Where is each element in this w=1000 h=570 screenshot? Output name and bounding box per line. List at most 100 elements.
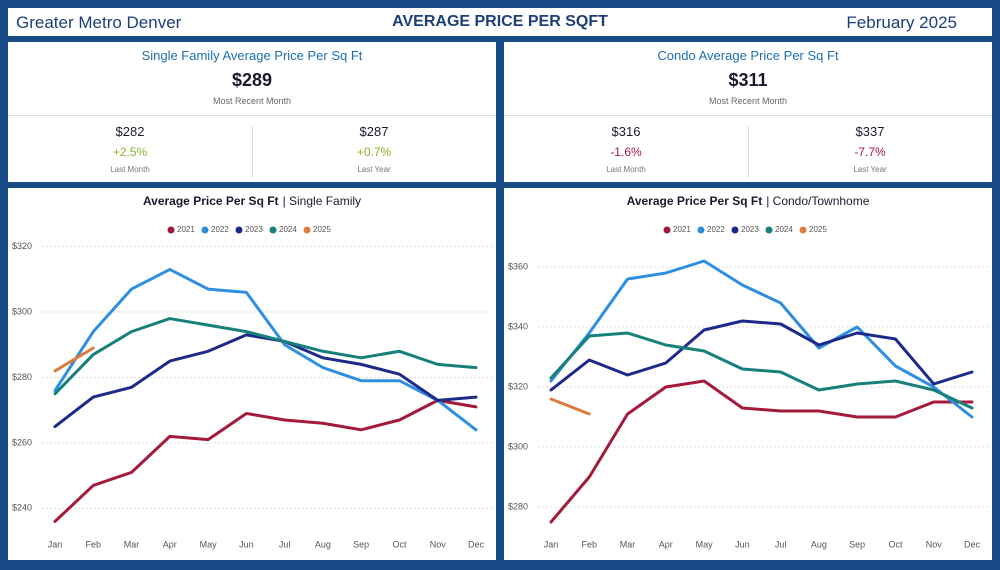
comparison-change: -1.6% xyxy=(610,145,642,159)
page-title: AVERAGE PRICE PER SQFT xyxy=(392,13,608,30)
line xyxy=(53,267,478,432)
y-tick-label: $280 xyxy=(508,501,528,511)
kpi-card: Condo Average Price Per Sq Ft $311 Most Re… xyxy=(504,42,992,182)
separator xyxy=(8,115,496,116)
x-tick-label: Mar xyxy=(620,539,636,549)
legend-label: 2023 xyxy=(245,225,263,234)
divider xyxy=(252,126,253,178)
comparison-label: Last Year xyxy=(357,165,391,174)
kpi-subtitle: Most Recent Month xyxy=(708,96,788,106)
line xyxy=(53,317,478,396)
comparison: $282 +2.5% Last Month xyxy=(8,122,252,174)
kpi-value: $311 xyxy=(728,70,768,90)
legend-swatch xyxy=(697,226,705,234)
legend-swatch xyxy=(167,226,175,234)
header: Greater Metro Denver AVERAGE PRICE PER S… xyxy=(8,8,992,36)
line xyxy=(549,379,974,524)
legend-swatch xyxy=(235,226,243,234)
comparison: $337 -7.7% Last Year xyxy=(748,122,992,174)
y-tick-label: $360 xyxy=(508,261,528,271)
chart-title: Average Price Per Sq Ft | Condo/Townhome xyxy=(627,194,870,208)
x-tick-label: Nov xyxy=(430,539,447,549)
chart: Average Price Per Sq Ft | Single Family 20… xyxy=(12,194,492,549)
legend-swatch xyxy=(303,226,311,234)
legend-swatch xyxy=(765,226,773,234)
legend-label: 2024 xyxy=(775,225,793,234)
line xyxy=(53,398,478,523)
y-tick-label: $240 xyxy=(12,503,32,513)
x-tick-label: Oct xyxy=(392,539,407,549)
x-tick-label: May xyxy=(200,539,218,549)
x-tick-label: Dec xyxy=(468,539,485,549)
comparison-label: Last Month xyxy=(606,165,646,174)
legend-label: 2025 xyxy=(313,225,331,234)
legend-label: 2022 xyxy=(707,225,725,234)
chart: Average Price Per Sq Ft | Condo/Townhome 2… xyxy=(508,194,988,549)
legend-label: 2021 xyxy=(673,225,691,234)
x-tick-label: Sep xyxy=(849,539,865,549)
legend-label: 2022 xyxy=(211,225,229,234)
comparison: $316 -1.6% Last Month xyxy=(504,122,748,174)
x-tick-label: Aug xyxy=(315,539,331,549)
y-tick-label: $260 xyxy=(12,437,32,447)
comparison-change: +2.5% xyxy=(112,145,148,159)
legend-swatch xyxy=(201,226,209,234)
legend-swatch xyxy=(269,226,277,234)
legend-label: 2023 xyxy=(741,225,759,234)
comparison: $287 +0.7% Last Year xyxy=(252,122,496,174)
comparison-value: $337 xyxy=(855,124,885,139)
line xyxy=(549,331,974,410)
legend-swatch xyxy=(663,226,671,234)
legend-label: 2024 xyxy=(279,225,297,234)
y-tick-label: $300 xyxy=(12,306,32,316)
line xyxy=(549,319,974,392)
x-tick-label: Jul xyxy=(279,539,291,549)
x-tick-label: Apr xyxy=(659,539,673,549)
legend-swatch xyxy=(799,226,807,234)
kpi-title: Single Family Average Price Per Sq Ft xyxy=(141,48,363,63)
x-tick-label: Sep xyxy=(353,539,369,549)
title-sub: | Single Family xyxy=(283,194,361,208)
x-tick-label: Dec xyxy=(964,539,981,549)
comparison-label: Last Month xyxy=(110,165,150,174)
legend-label: 2025 xyxy=(809,225,827,234)
title-main: Average Price Per Sq Ft xyxy=(143,194,279,208)
comparison-value: $316 xyxy=(611,124,641,139)
y-tick-label: $320 xyxy=(12,241,32,251)
line xyxy=(549,397,591,416)
x-tick-label: Aug xyxy=(811,539,827,549)
comparison-value: $287 xyxy=(359,124,389,139)
kpi-card: Single Family Average Price Per Sq Ft $28… xyxy=(8,42,496,182)
x-tick-label: Jan xyxy=(544,539,559,549)
title-sub: | Condo/Townhome xyxy=(766,194,870,208)
x-tick-label: Feb xyxy=(86,539,102,549)
line xyxy=(549,259,974,419)
x-tick-label: May xyxy=(696,539,714,549)
chart-panel: Average Price Per Sq Ft | Condo/Townhome 2… xyxy=(504,188,992,560)
kpi-value: $289 xyxy=(231,70,273,90)
x-tick-label: Feb xyxy=(582,539,598,549)
comparison-change: +0.7% xyxy=(356,145,392,159)
x-tick-label: Jan xyxy=(48,539,63,549)
comparison-value: $282 xyxy=(115,124,145,139)
x-tick-label: Jul xyxy=(775,539,787,549)
y-tick-label: $280 xyxy=(12,372,32,382)
y-tick-label: $340 xyxy=(508,321,528,331)
separator xyxy=(504,115,992,116)
legend-swatch xyxy=(731,226,739,234)
x-tick-label: Nov xyxy=(926,539,943,549)
chart-panel: Average Price Per Sq Ft | Single Family 20… xyxy=(8,188,496,560)
title-main: Average Price Per Sq Ft xyxy=(627,194,763,208)
kpi-title: Condo Average Price Per Sq Ft xyxy=(657,48,839,63)
y-tick-label: $300 xyxy=(508,441,528,451)
y-tick-label: $320 xyxy=(508,381,528,391)
date: February 2025 xyxy=(846,13,957,32)
line xyxy=(53,346,95,373)
x-tick-label: Apr xyxy=(163,539,177,549)
legend-label: 2021 xyxy=(177,225,195,234)
kpi-subtitle: Most Recent Month xyxy=(212,96,292,106)
x-tick-label: Oct xyxy=(888,539,903,549)
comparison-change: -7.7% xyxy=(854,145,886,159)
comparison-label: Last Year xyxy=(853,165,887,174)
